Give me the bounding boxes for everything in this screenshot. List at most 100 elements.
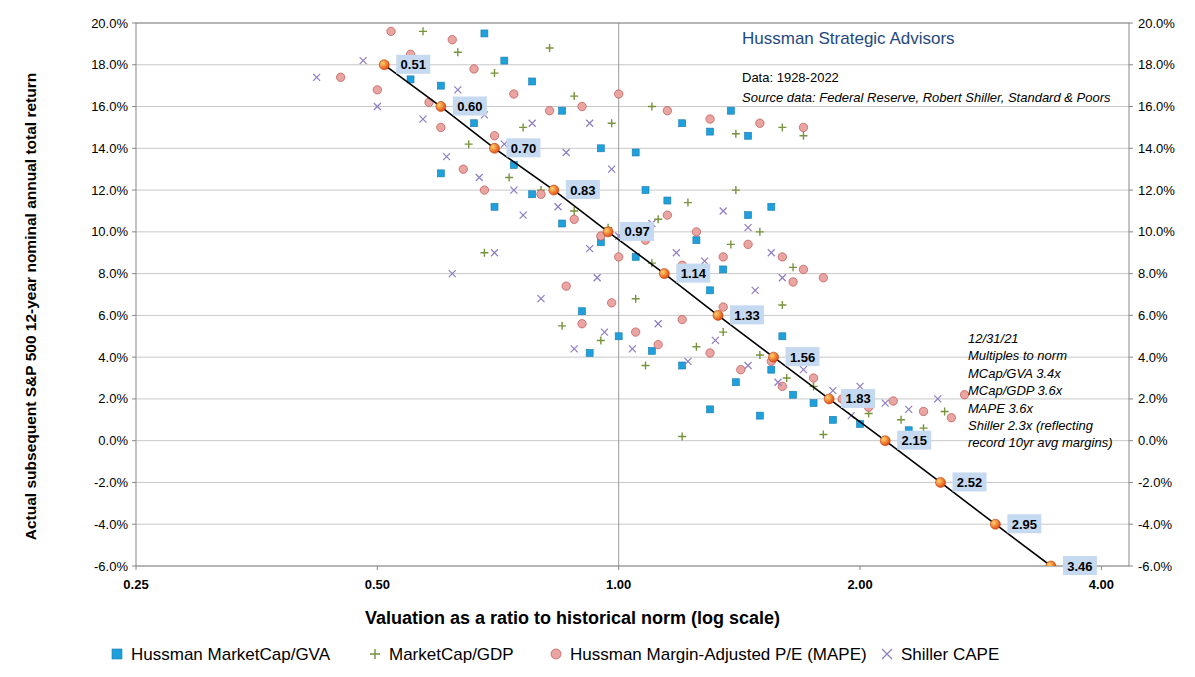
point (336, 73, 344, 81)
label-box (1007, 514, 1041, 533)
tick (132, 148, 136, 149)
point (934, 395, 941, 402)
point (501, 57, 508, 64)
point (607, 299, 615, 307)
y-tick-label: 0.0% (98, 433, 128, 448)
tick (1129, 482, 1133, 483)
point (597, 336, 605, 344)
tick (132, 440, 136, 441)
point (678, 315, 686, 323)
tick (132, 357, 136, 358)
series (419, 27, 949, 440)
legend-label: Hussman Margin-Adjusted P/E (MAPE) (570, 645, 867, 664)
point (783, 374, 791, 382)
tick (1129, 315, 1133, 316)
point (554, 203, 561, 210)
point (614, 253, 622, 261)
point (789, 278, 797, 286)
point (707, 406, 714, 413)
subtitle: Data: 1928-2022 (742, 70, 839, 85)
point (663, 107, 671, 115)
point (679, 362, 686, 369)
data-label: 0.97 (624, 224, 649, 239)
benchmark-point (824, 394, 834, 404)
y-tick-label: 2.0% (98, 391, 128, 406)
point (558, 322, 566, 330)
data-label: 3.46 (1067, 559, 1092, 574)
point (810, 400, 817, 407)
point (947, 414, 955, 422)
y2-tick-label: 6.0% (1138, 308, 1168, 323)
point (510, 187, 517, 194)
y2-tick-label: 12.0% (1138, 183, 1175, 198)
x-tick-label: 4.00 (1089, 577, 1114, 592)
point (701, 258, 708, 265)
tick (1129, 190, 1133, 191)
point (529, 78, 536, 85)
point (829, 387, 836, 394)
annotation: MCap/GDP 3.6x (968, 383, 1063, 398)
point (706, 349, 714, 357)
point (648, 103, 656, 111)
y-tick-label: 20.0% (91, 16, 128, 31)
annotation: Shiller 2.3x (reflecting (968, 418, 1094, 433)
point (476, 174, 483, 181)
grid-line (136, 398, 1129, 399)
y2-tick-label: 4.0% (1138, 350, 1168, 365)
benchmark-point (659, 269, 669, 279)
point (597, 145, 604, 152)
legend-marker (370, 649, 380, 659)
point (692, 343, 700, 351)
point (732, 186, 740, 194)
point (562, 282, 570, 290)
point (632, 295, 640, 303)
benchmark-point (936, 477, 946, 487)
point (790, 391, 797, 398)
label-box (676, 264, 710, 283)
point (586, 349, 593, 356)
point (545, 107, 553, 115)
benchmark-point (379, 60, 389, 70)
y2-tick-label: 18.0% (1138, 57, 1175, 72)
point (459, 165, 467, 173)
point (563, 149, 570, 156)
point (529, 191, 536, 198)
legend-label: Hussman MarketCap/GVA (131, 645, 331, 664)
y2-tick-label: -2.0% (1138, 475, 1172, 490)
data-label: 2.52 (957, 475, 982, 490)
tick (618, 566, 619, 570)
point (799, 123, 807, 131)
y2-tick-label: 14.0% (1138, 141, 1175, 156)
label-box (396, 55, 430, 74)
point (829, 416, 836, 423)
point (719, 328, 727, 336)
point (745, 132, 752, 139)
point (470, 65, 478, 73)
point (571, 345, 578, 352)
tick (132, 315, 136, 316)
point (448, 36, 456, 44)
point (608, 166, 615, 173)
y-tick-label: 16.0% (91, 99, 128, 114)
data-label: 0.70 (511, 141, 536, 156)
point (374, 103, 381, 110)
tick (132, 398, 136, 399)
y2-tick-label: -4.0% (1138, 517, 1172, 532)
point (809, 374, 817, 382)
benchmark (379, 60, 1056, 566)
tick (136, 566, 137, 570)
point (882, 400, 889, 407)
point (373, 86, 381, 94)
tick (1101, 566, 1102, 570)
y-tick-label: 8.0% (98, 266, 128, 281)
annotation: 12/31/21 (968, 331, 1019, 346)
data-label: 2.15 (902, 433, 927, 448)
data-label: 1.14 (681, 266, 707, 281)
benchmark-point (490, 143, 500, 153)
point (819, 274, 827, 282)
tick (132, 190, 136, 191)
point (594, 274, 601, 281)
label-box (841, 389, 875, 408)
point (586, 245, 593, 252)
annotation: MAPE 3.6x (968, 401, 1034, 416)
